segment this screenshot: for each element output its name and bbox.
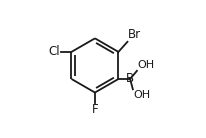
Text: B: B [126, 72, 134, 85]
Text: OH: OH [133, 90, 151, 100]
Text: Cl: Cl [49, 45, 60, 58]
Text: F: F [92, 103, 98, 116]
Text: Br: Br [128, 28, 141, 41]
Text: OH: OH [137, 60, 154, 70]
